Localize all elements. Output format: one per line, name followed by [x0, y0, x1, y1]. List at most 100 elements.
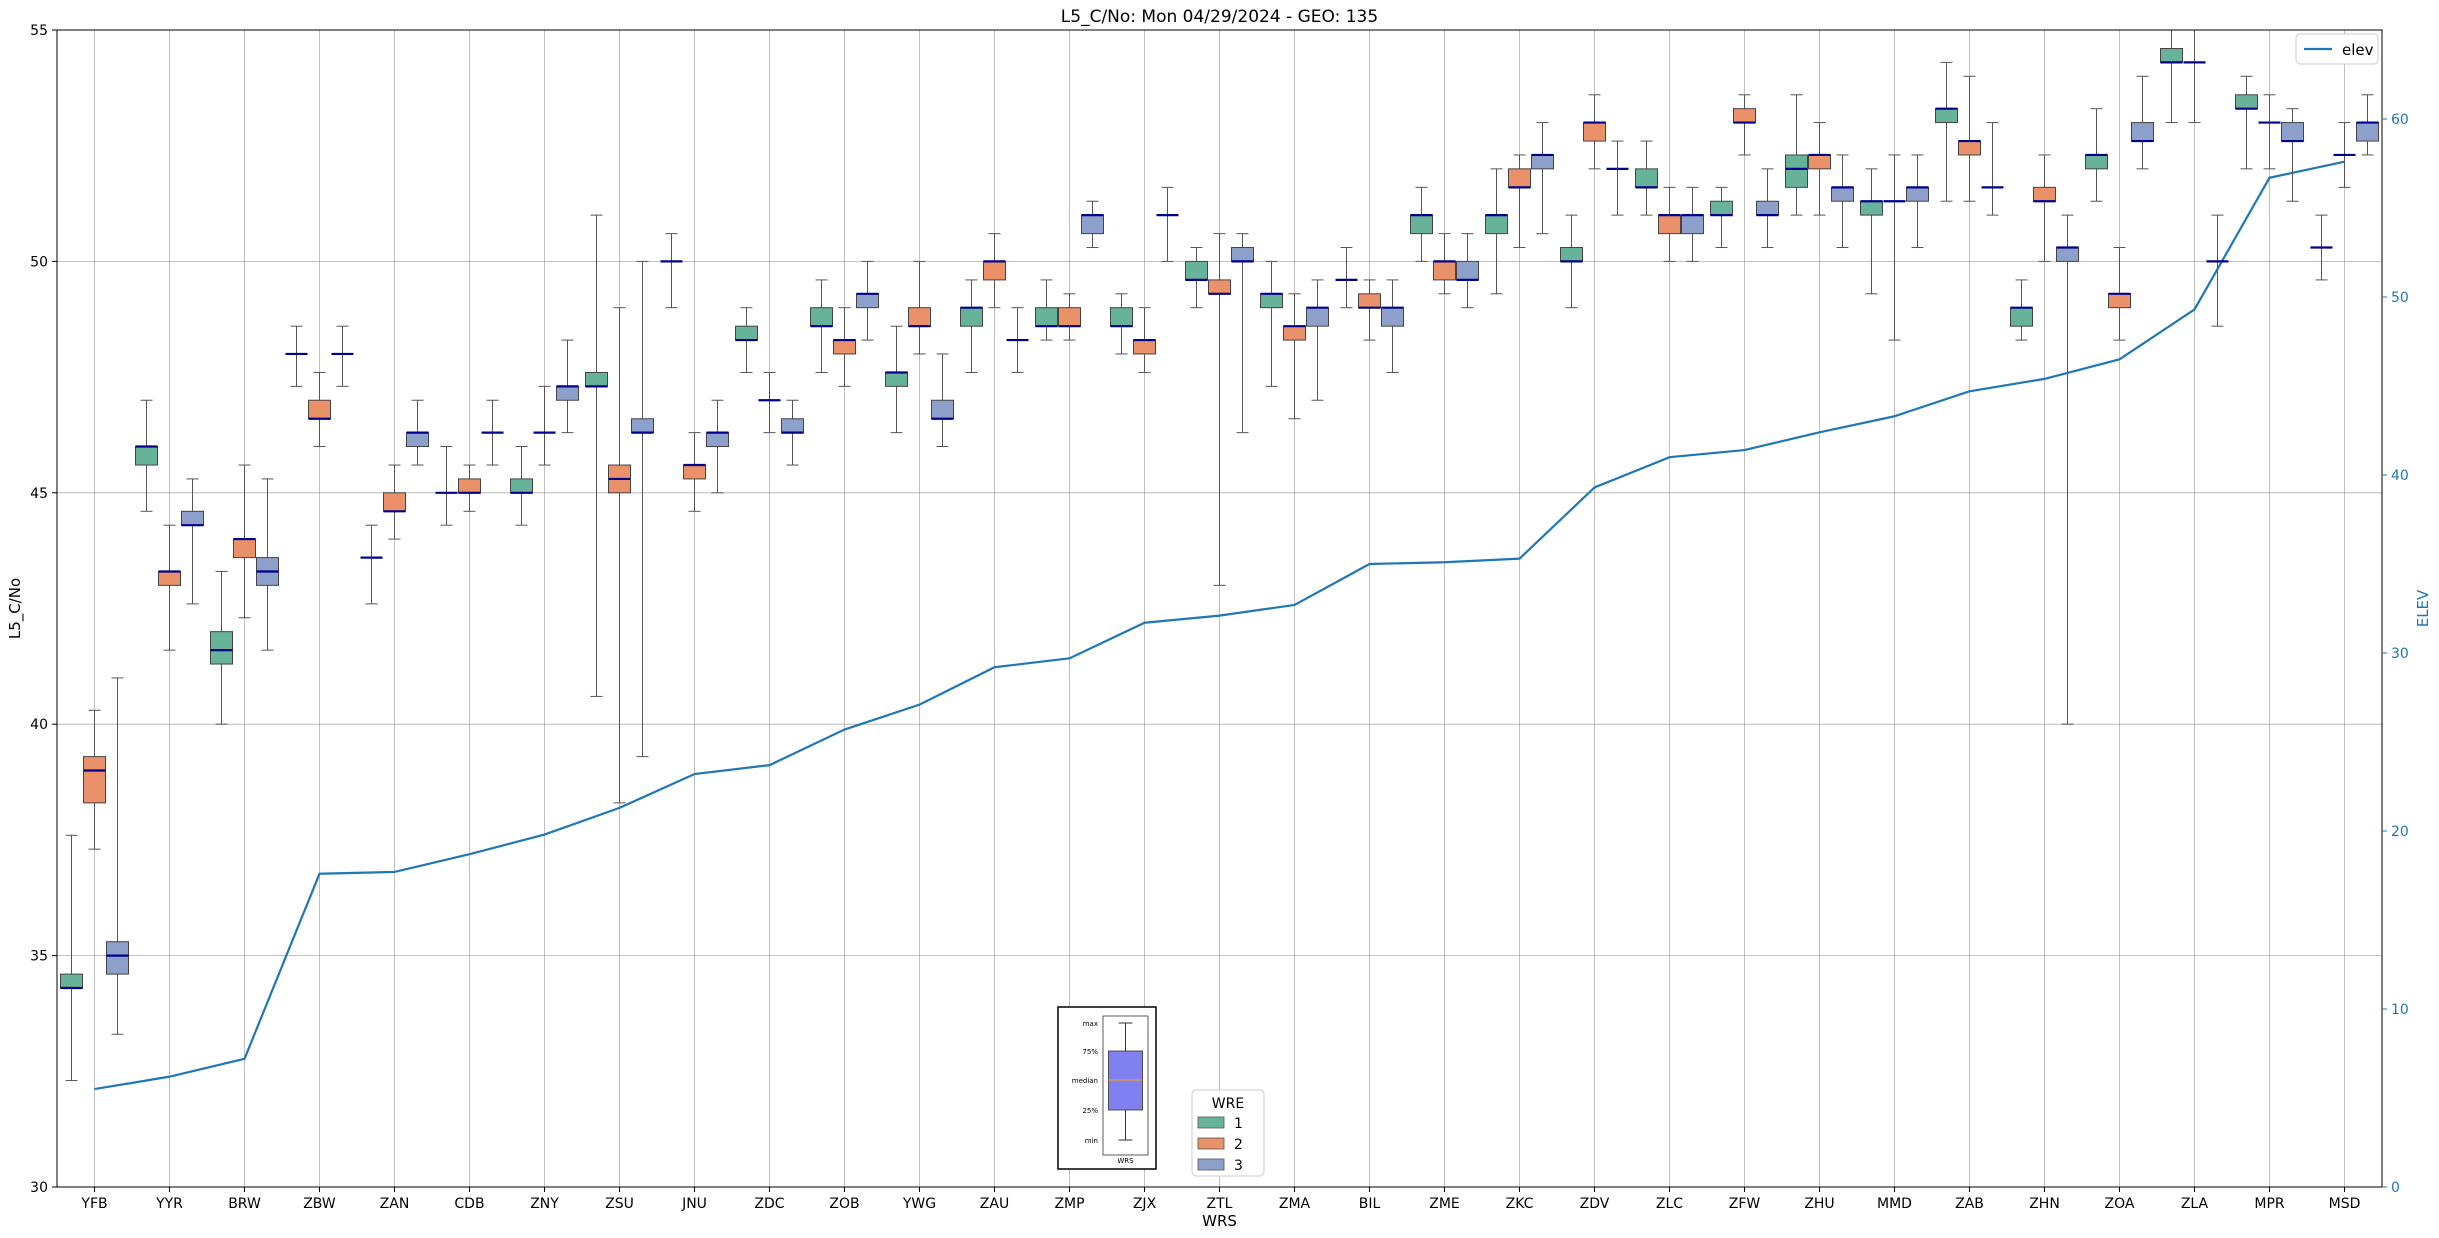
box-iqr [1081, 214, 1104, 235]
box-iqr [458, 478, 481, 494]
box-iqr [2056, 247, 2079, 262]
box-zjx-wre2 [1133, 307, 1156, 373]
box-yyr-wre1 [135, 399, 158, 512]
box-zbw-wre2 [308, 371, 331, 448]
box-iqr [1358, 293, 1381, 309]
box-iqr [1110, 307, 1133, 327]
x-axis-label: WRS [1202, 1212, 1237, 1230]
box-zla-wre2 [2183, 29, 2206, 124]
box-brw-wre1 [210, 570, 233, 725]
box-msd-wre1 [2310, 214, 2333, 281]
box-iqr [556, 385, 579, 401]
box-zdc-wre2 [758, 371, 781, 434]
box-zla-wre3 [2206, 214, 2229, 327]
box-iqr [135, 446, 158, 466]
box-zhu-wre2 [1808, 122, 1831, 216]
box-iqr [631, 418, 654, 434]
x-tick-label: ZSU [605, 1196, 634, 1212]
y-tick-label: 45 [30, 486, 48, 502]
box-zfw-wre3 [1756, 168, 1779, 249]
box-zoa-wre2 [2108, 247, 2131, 341]
boxplot-key-inset: max 75% median 25% min WRS [1057, 1006, 1157, 1170]
key-label: min [1085, 1137, 1098, 1145]
box-iqr [2010, 307, 2033, 327]
box-iqr [1208, 279, 1231, 295]
key-label: 75% [1082, 1048, 1098, 1056]
box-iqr [1860, 200, 1883, 216]
box-zkc-wre2 [1508, 154, 1531, 249]
y2-tick-label: 30 [2391, 646, 2409, 662]
x-tick-label: ZNY [530, 1196, 559, 1212]
x-tick-label: ZAB [1955, 1196, 1984, 1212]
wre-legend-swatch-2 [1197, 1137, 1225, 1150]
x-tick-label: ZFW [1729, 1196, 1761, 1212]
box-zdc-wre1 [735, 307, 758, 373]
box-zsu-wre3 [631, 260, 654, 758]
box-zhu-wre1 [1785, 94, 1808, 216]
wre-legend-label-1: 1 [1234, 1116, 1243, 1132]
box-iqr [781, 418, 804, 434]
x-tick-label: ZMA [1279, 1196, 1311, 1212]
x-tick-label: ZHU [1804, 1196, 1834, 1212]
box-iqr [1531, 154, 1554, 170]
box-iqr [1756, 200, 1779, 216]
box-iqr [1410, 214, 1433, 235]
x-tick-label: ZMP [1054, 1196, 1084, 1212]
box-zdv-wre1 [1560, 214, 1583, 309]
box-ywg-wre1 [885, 325, 908, 434]
x-tick-label: MMD [1877, 1196, 1912, 1212]
box-jnu-wre2 [683, 432, 706, 512]
box-msd-wre3 [2356, 94, 2379, 156]
box-iqr [706, 432, 729, 448]
box-zbw-wre1 [285, 325, 308, 387]
x-tick-label: ZBW [303, 1196, 336, 1212]
x-tick-label: ZME [1429, 1196, 1460, 1212]
x-tick-label: ZHN [2029, 1196, 2060, 1212]
y-axis-right: 0 10 20 30 40 50 60 [2382, 112, 2409, 1196]
box-ztl-wre1 [1185, 247, 1208, 309]
x-tick-label: ZOB [829, 1196, 859, 1212]
box-zdv-wre3 [1606, 140, 1629, 216]
box-bil-wre2 [1358, 279, 1381, 341]
box-iqr [683, 464, 706, 480]
box-iqr [1935, 108, 1958, 124]
elev-legend: elev [2295, 33, 2379, 65]
x-tick-label: ZOA [2105, 1196, 2135, 1212]
box-iqr [1958, 140, 1981, 156]
y-axis-left: 30 35 40 45 50 55 [30, 23, 57, 1196]
box-iqr [1808, 154, 1831, 170]
x-tick-label: ZKC [1506, 1196, 1534, 1212]
box-iqr [181, 510, 204, 526]
box-zme-wre3 [1456, 233, 1479, 309]
box-zkc-wre3 [1531, 122, 1554, 235]
box-zkc-wre1 [1485, 168, 1508, 295]
box-zau-wre1 [960, 279, 983, 373]
box-iqr [1058, 307, 1081, 327]
box-zau-wre3 [1006, 307, 1029, 373]
box-yyr-wre3 [181, 478, 204, 605]
box-cdb-wre2 [458, 464, 481, 512]
box-iqr [158, 570, 181, 586]
box-zme-wre2 [1433, 233, 1456, 295]
box-mpr-wre1 [2235, 75, 2258, 170]
x-tick-label: BIL [1359, 1196, 1381, 1212]
key-label: 25% [1082, 1107, 1098, 1115]
box-iqr [1035, 307, 1058, 327]
box-zny-wre2 [533, 385, 556, 466]
x-tick-label: ZTL [1207, 1196, 1233, 1212]
y-tick-label: 50 [30, 254, 48, 270]
elev-legend-label: elev [2342, 41, 2374, 59]
box-iqr [1260, 293, 1283, 309]
box-yfb-wre1 [60, 834, 83, 1082]
box-zmp-wre1 [1035, 279, 1058, 341]
box-iqr [1681, 214, 1704, 235]
box-iqr [1658, 214, 1681, 235]
box-mmd-wre2 [1883, 154, 1906, 341]
box-zoa-wre3 [2131, 75, 2154, 170]
box-iqr [406, 432, 429, 448]
box-ztl-wre2 [1208, 233, 1231, 586]
box-zan-wre3 [406, 399, 429, 466]
box-zma-wre1 [1260, 260, 1283, 387]
chart-title: L5_C/No: Mon 04/29/2024 - GEO: 135 [1061, 7, 1378, 27]
box-iqr [60, 973, 83, 989]
